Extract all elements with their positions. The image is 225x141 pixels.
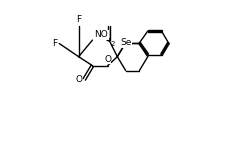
Text: NO: NO (94, 30, 108, 39)
Text: Se: Se (120, 38, 131, 47)
Text: F: F (52, 39, 57, 48)
Text: 2: 2 (110, 41, 115, 47)
Text: O: O (104, 55, 111, 64)
Text: F: F (76, 15, 81, 24)
Text: O: O (76, 75, 83, 84)
Text: F: F (93, 30, 98, 39)
